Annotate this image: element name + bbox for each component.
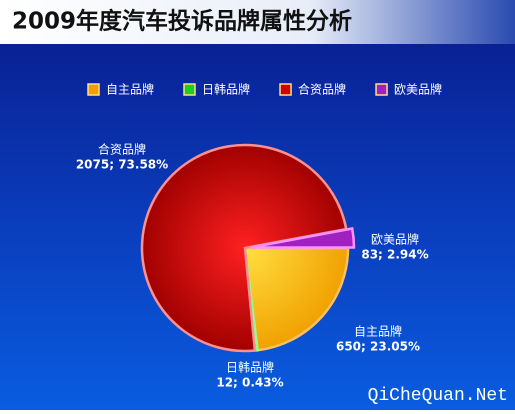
legend-swatch bbox=[375, 83, 388, 96]
legend-swatch bbox=[87, 83, 100, 96]
slice-value-label: 83; 2.94% bbox=[361, 248, 428, 262]
pie-slice bbox=[243, 246, 350, 352]
legend-swatch bbox=[183, 83, 196, 96]
chart-title: 2009年度汽车投诉品牌属性分析 bbox=[12, 8, 352, 35]
legend-label: 欧美品牌 bbox=[394, 83, 442, 97]
legend-label: 合资品牌 bbox=[298, 82, 346, 97]
legend-label: 自主品牌 bbox=[106, 83, 154, 97]
pie-slice bbox=[250, 227, 356, 249]
slice-category-label: 日韩品牌 bbox=[226, 360, 274, 375]
slice-value-label: 650; 23.05% bbox=[336, 340, 420, 354]
slice-category-label: 自主品牌 bbox=[354, 325, 402, 339]
legend-label: 日韩品牌 bbox=[202, 82, 250, 97]
slice-category-label: 欧美品牌 bbox=[371, 233, 419, 247]
watermark: QiCheQuan.Net bbox=[368, 386, 508, 406]
slice-category-label: 合资品牌 bbox=[98, 142, 146, 157]
legend-swatch bbox=[279, 83, 292, 96]
slice-value-label: 12; 0.43% bbox=[216, 376, 283, 390]
slice-value-label: 2075; 73.58% bbox=[76, 158, 168, 172]
title-bar bbox=[0, 0, 515, 44]
pie-slice bbox=[140, 143, 348, 353]
